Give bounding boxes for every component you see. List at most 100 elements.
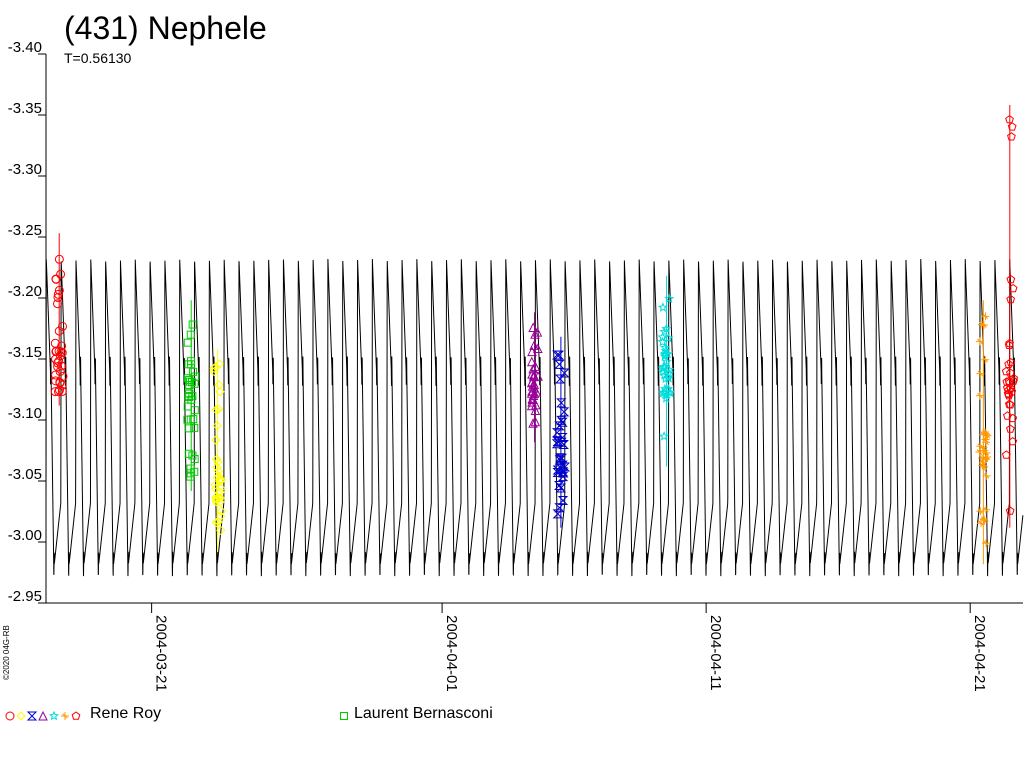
legend-entry-rene-roy: Rene Roy	[4, 704, 161, 724]
legend-diamond-icon	[16, 711, 26, 721]
data-point	[57, 341, 67, 351]
data-point	[54, 285, 64, 295]
data-point	[554, 374, 566, 384]
data-point	[554, 421, 565, 431]
data-point	[213, 457, 223, 467]
data-point	[211, 517, 222, 528]
data-point	[215, 474, 225, 485]
data-point	[188, 320, 197, 329]
data-point	[215, 497, 225, 507]
data-point	[1005, 338, 1014, 348]
data-point	[1006, 274, 1016, 284]
data-point	[530, 405, 541, 416]
data-point	[982, 438, 991, 447]
data-point	[1004, 376, 1014, 385]
data-point	[184, 393, 193, 402]
data-point	[975, 337, 984, 346]
data-point	[980, 462, 989, 471]
y-tick-label: -3.15	[8, 344, 42, 361]
data-point	[209, 363, 219, 373]
series-star-5	[657, 275, 676, 467]
data-point	[186, 330, 195, 339]
y-tick: -3.25	[8, 222, 46, 239]
data-point	[527, 369, 537, 379]
data-point	[533, 343, 543, 353]
y-tick: -3.15	[8, 344, 46, 361]
data-point	[183, 338, 192, 347]
data-point	[56, 361, 66, 371]
data-point	[552, 509, 563, 519]
x-tick-label: 2004-04-01	[443, 615, 460, 692]
data-point	[659, 326, 670, 337]
data-points-layer	[50, 105, 1019, 565]
y-tick: -3.30	[8, 161, 46, 178]
series-diamond-2	[209, 349, 227, 552]
data-point	[215, 493, 226, 503]
data-point	[184, 449, 193, 458]
data-point	[554, 453, 566, 463]
data-point	[1004, 385, 1013, 394]
data-point	[1007, 122, 1017, 131]
data-point	[1001, 366, 1011, 376]
y-tick: -3.35	[8, 100, 46, 117]
y-tick-label: -3.40	[8, 39, 42, 56]
data-point	[1007, 132, 1016, 141]
copyright-note: ©2020 04G-RB	[2, 625, 11, 680]
data-point	[186, 472, 195, 481]
data-point	[659, 430, 670, 441]
axes-layer: -3.40 -3.35 -3.30 -3.25 -3.20 -3.15 -3.10 -3.05…	[8, 39, 1023, 692]
data-point	[190, 423, 199, 432]
y-tick-label: -3.25	[8, 222, 42, 239]
legend-marker-icons	[5, 710, 81, 721]
data-point	[212, 462, 222, 473]
data-point	[57, 386, 67, 396]
data-point	[54, 356, 64, 366]
data-point	[190, 455, 199, 464]
data-point	[529, 382, 540, 393]
data-point	[661, 356, 672, 366]
data-point	[529, 379, 540, 389]
data-point	[1004, 359, 1013, 368]
data-point	[559, 368, 570, 378]
data-point	[1008, 283, 1018, 293]
data-point	[527, 380, 538, 391]
y-tick-label: -3.20	[8, 283, 42, 300]
series-circle-0	[50, 233, 68, 406]
data-point	[664, 293, 675, 304]
data-point	[530, 416, 541, 427]
x-tick: 2004-04-11	[705, 603, 724, 691]
data-point	[209, 366, 219, 377]
data-point	[657, 331, 668, 342]
data-point	[553, 481, 565, 491]
data-point	[976, 369, 985, 378]
data-point	[659, 370, 670, 380]
data-point	[214, 380, 224, 390]
data-point	[663, 371, 674, 382]
y-tick-label: -3.05	[8, 466, 42, 483]
legend-marker-icons	[340, 712, 348, 720]
data-point	[979, 515, 988, 524]
data-point	[54, 387, 64, 397]
data-point	[527, 397, 537, 407]
data-point	[212, 472, 223, 482]
data-point	[528, 390, 539, 401]
data-point	[51, 274, 61, 284]
data-point	[554, 503, 565, 513]
data-point	[529, 340, 539, 350]
data-point	[1001, 450, 1011, 459]
data-point	[528, 418, 538, 428]
series-hourglass-4	[551, 336, 571, 528]
data-point	[1006, 294, 1016, 304]
model-lightcurve-line	[45, 258, 1024, 577]
x-tick: 2004-03-21	[151, 603, 170, 692]
data-point	[216, 483, 226, 494]
data-point	[213, 493, 224, 503]
x-tick-label: 2004-04-21	[971, 615, 988, 692]
model-curve-layer	[45, 258, 1024, 577]
chart-title: (431) Nephele	[64, 10, 267, 46]
data-point	[1005, 378, 1014, 387]
data-point	[980, 446, 989, 455]
data-point	[185, 377, 194, 386]
data-point	[51, 370, 61, 380]
data-point	[1009, 376, 1018, 385]
